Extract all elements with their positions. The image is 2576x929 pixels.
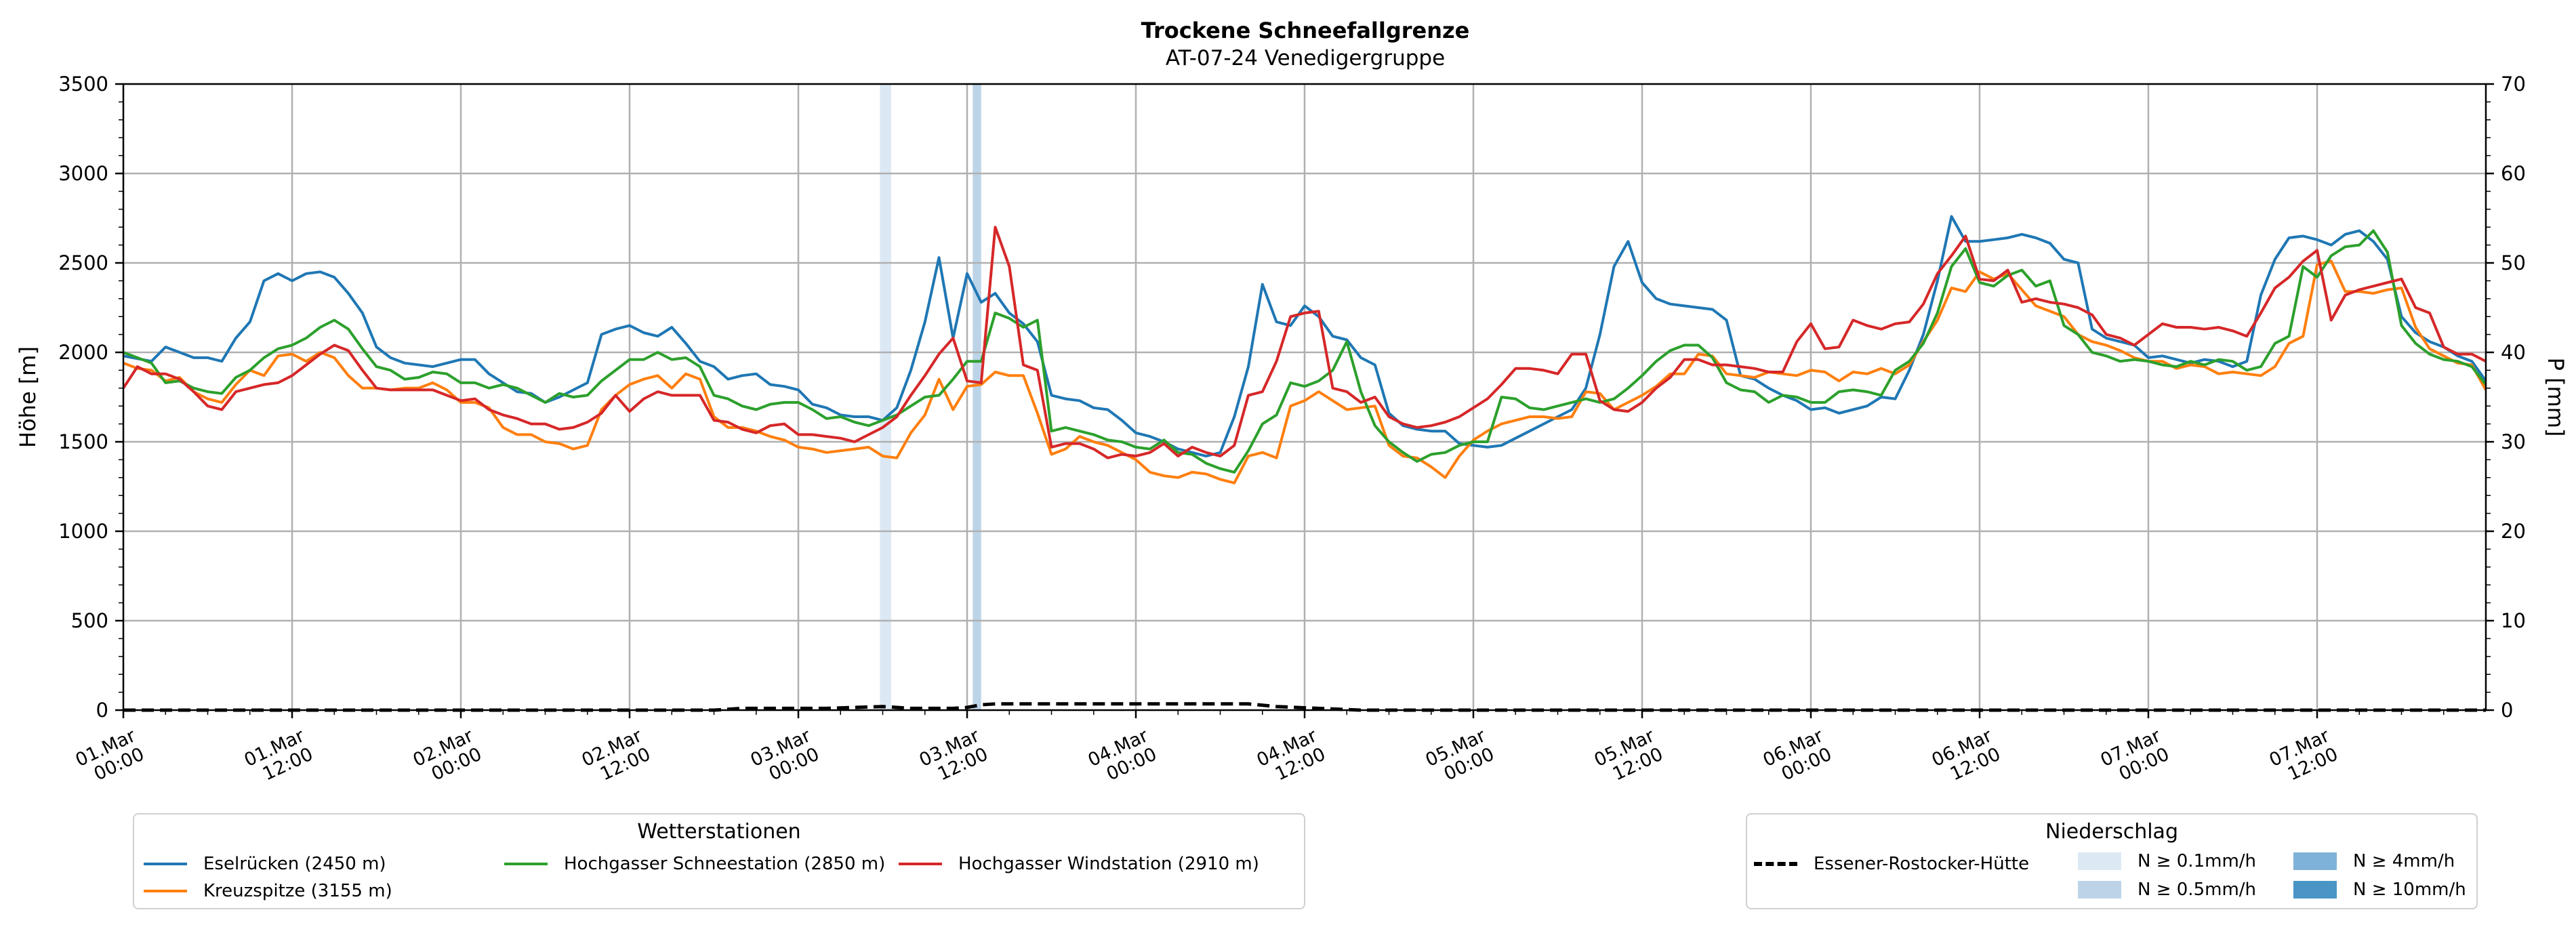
y2-tick-label: 0 [2501, 699, 2513, 722]
y-tick-label: 1500 [58, 430, 108, 453]
y2-tick-label: 50 [2501, 251, 2526, 274]
y2-tick-label: 30 [2501, 430, 2526, 453]
series-line-2 [123, 229, 2487, 474]
legend-item-precip-line: Essener-Rostocker-Hütte [1754, 854, 2029, 874]
series-layer [122, 215, 2487, 712]
legend-label: N ≥ 0.5mm/h [2138, 880, 2257, 900]
legend-swatch [899, 863, 942, 865]
legend-label: Eselrücken (2450 m) [203, 854, 386, 874]
precip-line [123, 702, 2486, 712]
y2-axis-label: P [mm] [2543, 358, 2569, 437]
x-tick-label: 06.Mar00:00 [1760, 725, 1836, 789]
x-tick-label: 05.Mar00:00 [1423, 725, 1498, 789]
grid-layer [123, 84, 2486, 710]
y-tick-label: 0 [96, 699, 108, 722]
chart-subtitle: AT-07-24 Venedigergruppe [1166, 46, 1445, 70]
series-line-1 [123, 260, 2487, 484]
x-tick-label: 04.Mar12:00 [1254, 725, 1330, 789]
x-tick-label: 07.Mar12:00 [2266, 725, 2342, 789]
y-tick-label: 500 [71, 609, 108, 632]
legend-label: Kreuzspitze (3155 m) [203, 881, 392, 901]
legend-item-schneestation: Hochgasser Schneestation (2850 m) [504, 854, 885, 874]
y-tick-label: 1000 [58, 520, 108, 543]
legend-swatch [144, 890, 187, 892]
stations-legend-title: Wetterstationen [637, 820, 801, 844]
x-tick-label: 03.Mar12:00 [916, 725, 992, 789]
chart-title: Trockene Schneefallgrenze [1141, 18, 1470, 43]
legend-swatch-dashed [1754, 862, 1797, 866]
legend-label: Essener-Rostocker-Hütte [1814, 854, 2030, 874]
x-tick-label: 01.Mar00:00 [73, 725, 148, 789]
legend-item-precip-4: N ≥ 4mm/h [2293, 851, 2455, 871]
y2-tick-label: 40 [2501, 341, 2526, 364]
legend-item-eselruecken: Eselrücken (2450 m) [144, 854, 386, 874]
precip-shade-1 [973, 84, 981, 710]
x-tick-label: 01.Mar12:00 [241, 725, 317, 789]
precip-legend: Niederschlag Essener-Rostocker-Hütte N ≥… [1746, 813, 2478, 909]
precip-shading-layer [880, 84, 981, 710]
x-tick-label: 07.Mar00:00 [2098, 725, 2173, 789]
y-tick-label: 3000 [58, 162, 108, 185]
x-tick-label: 06.Mar12:00 [1929, 725, 2005, 789]
x-tick-label: 02.Mar00:00 [410, 725, 486, 789]
legend-label: N ≥ 10mm/h [2353, 880, 2466, 900]
legend-swatch [504, 863, 548, 865]
x-tick-label: 04.Mar00:00 [1085, 725, 1161, 789]
legend-item-windstation: Hochgasser Windstation (2910 m) [899, 854, 1259, 874]
precip-shade-0 [880, 84, 891, 710]
legend-label: Hochgasser Windstation (2910 m) [958, 854, 1259, 874]
legend-swatch [2078, 881, 2121, 899]
legend-label: Hochgasser Schneestation (2850 m) [564, 854, 886, 874]
y2-tick-label: 60 [2501, 162, 2526, 185]
legend-item-precip-01: N ≥ 0.1mm/h [2078, 851, 2256, 871]
series-line-3 [122, 226, 2487, 459]
legend-item-precip-10: N ≥ 10mm/h [2293, 880, 2466, 900]
legend-item-precip-05: N ≥ 0.5mm/h [2078, 880, 2256, 900]
y-tick-label: 3500 [58, 73, 108, 96]
x-tick-label: 05.Mar12:00 [1591, 725, 1667, 789]
y-axis-label: Höhe [m] [15, 346, 41, 448]
legend-item-kreuzspitze: Kreuzspitze (3155 m) [144, 881, 392, 901]
legend-swatch [2293, 881, 2337, 899]
x-tick-label: 02.Mar12:00 [579, 725, 655, 789]
legend-label: N ≥ 4mm/h [2353, 851, 2455, 871]
y-tick-label: 2500 [58, 251, 108, 274]
legend-swatch [144, 863, 187, 865]
y2-tick-label: 20 [2501, 520, 2526, 543]
y2-tick-label: 10 [2501, 609, 2526, 632]
legend-swatch [2078, 852, 2121, 870]
y2-tick-label: 70 [2501, 73, 2526, 96]
x-tick-label: 03.Mar00:00 [748, 725, 823, 789]
precip-legend-title: Niederschlag [2045, 820, 2178, 844]
y-tick-label: 2000 [58, 341, 108, 364]
stations-legend: Wetterstationen Eselrücken (2450 m) Kreu… [133, 813, 1305, 909]
axes-layer: 0 500 1000 1500 2000 2500 3000 3500 0 10 20 30 40 50 6… [58, 73, 2526, 789]
legend-label: N ≥ 0.1mm/h [2138, 851, 2257, 871]
legend-swatch [2293, 852, 2337, 870]
